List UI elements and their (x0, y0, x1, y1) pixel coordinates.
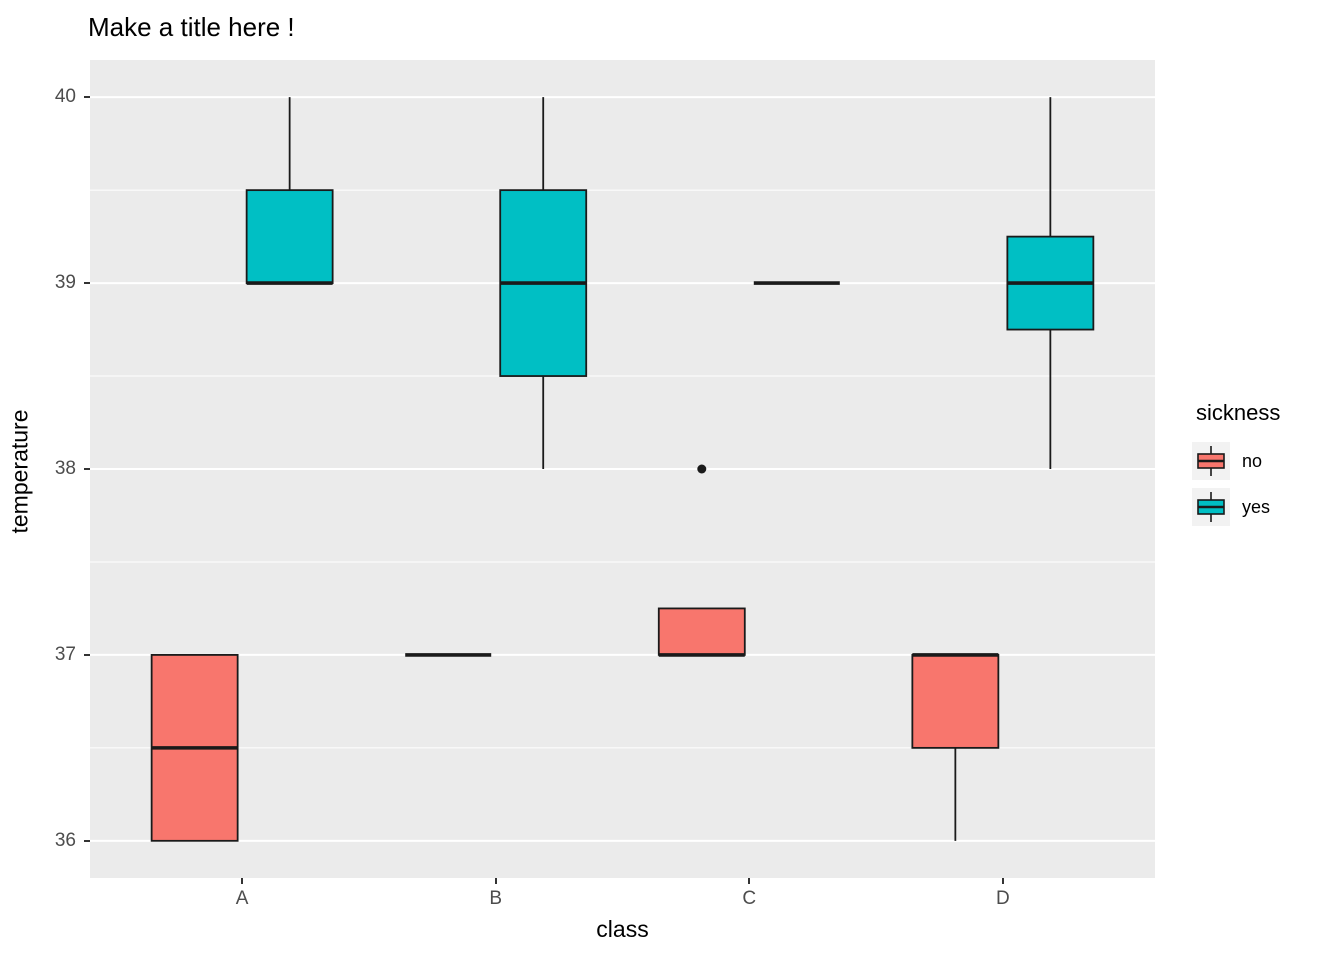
x-tick-label: D (995, 888, 1010, 909)
x-tick-mark (494, 878, 497, 884)
box-no-D (911, 654, 1000, 749)
plot-panel (90, 60, 1155, 878)
legend-entry-yes: yes (1192, 484, 1342, 530)
y-tick-mark (84, 468, 90, 470)
y-tick-label: 37 (54, 643, 76, 665)
x-tick-mark (1001, 878, 1004, 884)
legend-label: yes (1242, 496, 1271, 517)
y-tick-mark (84, 282, 90, 285)
chart-title: Make a title here ! (88, 12, 295, 42)
x-tick-label: A (235, 888, 249, 909)
y-tick-mark (84, 96, 90, 99)
y-axis-title: temperature (6, 409, 33, 534)
legend: sickness no yes (1192, 400, 1342, 530)
outlier-point-no-C (697, 464, 707, 474)
legend-key-icon (1192, 442, 1230, 480)
x-tick-mark (241, 878, 244, 884)
x-tick-mark (748, 878, 751, 884)
box-yes-A (245, 189, 334, 284)
legend-label: no (1242, 450, 1263, 471)
x-tick-label: C (742, 888, 757, 909)
boxplot-canvas (90, 96, 1155, 842)
legend-entries: no yes (1192, 438, 1342, 530)
y-tick-mark (84, 653, 90, 656)
x-tick-label: B (489, 888, 503, 909)
legend-title: sickness (1196, 400, 1281, 425)
y-tick-mark (84, 839, 90, 842)
y-tick-label: 36 (54, 829, 76, 851)
y-tick-label: 39 (54, 272, 76, 294)
box-no-C (657, 607, 746, 656)
legend-entry-no: no (1192, 438, 1342, 484)
y-tick-label: 40 (54, 86, 76, 108)
legend-key-icon (1192, 488, 1230, 526)
x-axis-title: class (596, 916, 649, 942)
y-tick-label: 38 (54, 458, 76, 479)
